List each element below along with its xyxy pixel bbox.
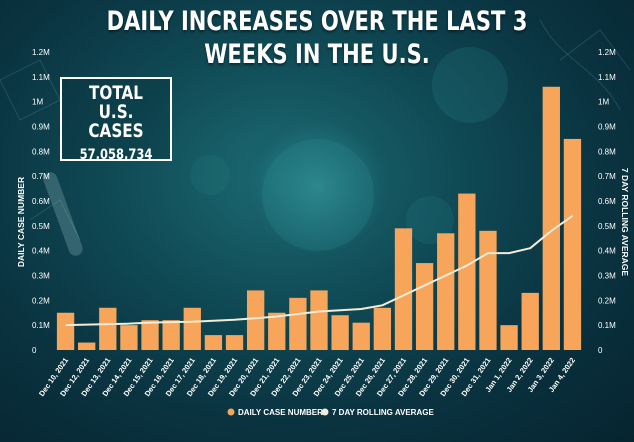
total-cases-label: TOTAL U.S. CASES (88, 82, 144, 142)
right-y-tick-label: 1.1M (598, 73, 616, 82)
total-cases-value: 57,058,734 (79, 147, 153, 163)
bar (352, 322, 370, 350)
left-y-tick-label: 0.3M (32, 272, 50, 281)
right-y-tick-label: 0.3M (598, 272, 616, 281)
right-axis-title: 7 DAY ROLLING AVERAGE (620, 168, 630, 276)
left-y-tick-label: 0.5M (32, 222, 50, 231)
left-y-tick-label: 1M (32, 98, 43, 107)
bar (563, 138, 582, 350)
right-y-tick-label: 0 (598, 346, 603, 355)
bar (289, 297, 307, 350)
chart-title-line-2: WEEKS IN THE U.S. (204, 39, 430, 70)
left-y-tick-label: 0.8M (32, 147, 50, 156)
bar (500, 325, 518, 350)
right-y-tick-label: 0.8M (598, 147, 616, 156)
legend-label-daily: DAILY CASE NUMBER (238, 408, 323, 417)
right-y-axis: 0 0.1M 0.2M 0.3M 0.4M 0.5M 0.6M 0.7M 0.8M 0.9M 1M 1… (598, 48, 616, 355)
left-axis-title: DAILY CASE NUMBER (16, 177, 26, 267)
bar (141, 320, 159, 350)
bar (99, 307, 117, 350)
legend-marker-average (321, 408, 329, 416)
bar (415, 263, 434, 350)
bar (437, 233, 455, 350)
left-y-tick-label: 0 (32, 346, 37, 355)
right-y-tick-label: 0.4M (598, 247, 616, 256)
bar (394, 228, 413, 350)
bar (225, 335, 244, 350)
rolling-average-series (65, 215, 574, 327)
bar (204, 335, 223, 350)
bar (56, 312, 75, 350)
total-cases-box: TOTAL U.S. CASES 57,058,734 (60, 77, 172, 163)
right-y-tick-label: 1M (598, 98, 609, 107)
bar-series (56, 86, 582, 351)
bar (183, 307, 201, 350)
legend-marker-daily (227, 408, 235, 416)
right-y-tick-label: 0.2M (598, 296, 616, 305)
bar (458, 193, 476, 350)
right-y-tick-label: 0.5M (598, 222, 616, 231)
right-y-tick-label: 1.2M (598, 48, 616, 57)
left-y-tick-label: 1.2M (32, 48, 50, 57)
bar (78, 342, 96, 350)
axis-titles: DAILY CASE NUMBER 7 DAY ROLLING AVERAGE (16, 168, 630, 276)
rolling-average-line (65, 215, 574, 327)
left-y-tick-label: 0.1M (32, 321, 50, 330)
bar (246, 290, 265, 350)
legend-label-average: 7 DAY ROLLING AVERAGE (332, 408, 434, 417)
right-y-tick-label: 0.1M (598, 321, 616, 330)
bar (331, 315, 349, 350)
bar (479, 230, 497, 350)
chart-title-line-1: DAILY INCREASES OVER THE LAST 3 (106, 6, 528, 37)
left-y-tick-label: 0.9M (32, 123, 50, 132)
bar (373, 307, 392, 350)
bar (120, 325, 138, 350)
right-y-tick-label: 0.9M (598, 123, 616, 132)
bar (521, 292, 539, 350)
left-y-axis: 0 0.1M 0.2M 0.3M 0.4M 0.5M 0.6M 0.7M 0.8M 0.9M 1M 1… (32, 48, 50, 355)
left-y-tick-label: 0.7M (32, 172, 50, 181)
right-y-tick-label: 0.6M (598, 197, 616, 206)
bar (542, 86, 560, 351)
bar (162, 320, 180, 350)
bar (268, 312, 286, 350)
bar (310, 290, 328, 350)
right-y-tick-label: 0.7M (598, 172, 616, 181)
legend: DAILY CASE NUMBER 7 DAY ROLLING AVERAGE (227, 408, 434, 417)
left-y-tick-label: 0.2M (32, 296, 50, 305)
left-y-tick-label: 1.1M (32, 73, 50, 82)
left-y-tick-label: 0.6M (32, 197, 50, 206)
left-y-tick-label: 0.4M (32, 247, 50, 256)
